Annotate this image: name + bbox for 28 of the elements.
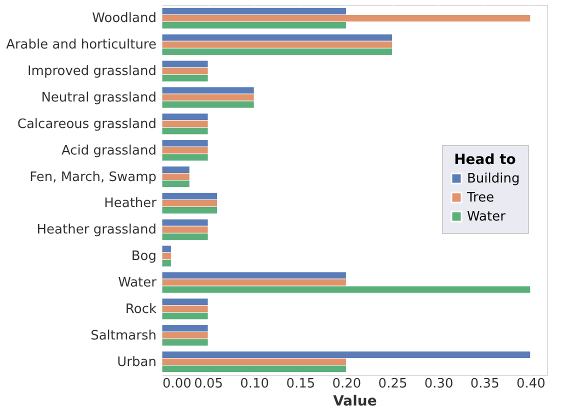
y-tick-label: Rock	[125, 302, 157, 317]
x-axis-title: Value	[333, 394, 377, 410]
y-tick-label: Arable and horticulture	[6, 38, 156, 53]
y-tick-label: Water	[118, 276, 158, 290]
legend-label: Water	[467, 210, 506, 224]
y-tick-label: Calcareous grassland	[17, 116, 156, 132]
x-tick-label: 0.00	[162, 376, 192, 392]
x-tick-label: 0.05	[194, 376, 224, 392]
y-tick-label: Fen, March, Swamp	[30, 170, 156, 185]
x-tick-label: 0.40	[516, 376, 546, 392]
y-tick-label: Heather grassland	[36, 222, 156, 238]
y-tick-label: Heather	[104, 196, 158, 212]
x-tick-label: 0.20	[332, 376, 362, 392]
legend-title: Head to	[454, 152, 516, 168]
y-tick-label: Saltmarsh	[90, 328, 156, 344]
y-tick-label: Improved grassland	[27, 64, 156, 80]
x-tick-label: 0.30	[424, 376, 454, 392]
legend-label: Building	[467, 172, 520, 186]
x-tick-label: 0.15	[286, 376, 316, 392]
y-tick-label: Acid grassland	[62, 143, 156, 158]
y-tick-label: Bog	[131, 249, 156, 264]
x-tick-label: 0.35	[470, 376, 500, 392]
y-tick-label: Woodland	[92, 11, 156, 26]
y-tick-label: Neutral grassland	[41, 90, 156, 106]
legend-label: Tree	[466, 190, 494, 206]
y-tick-label: Urban	[117, 354, 156, 370]
x-tick-label: 0.25	[378, 376, 408, 392]
x-tick-label: 0.10	[240, 376, 270, 392]
